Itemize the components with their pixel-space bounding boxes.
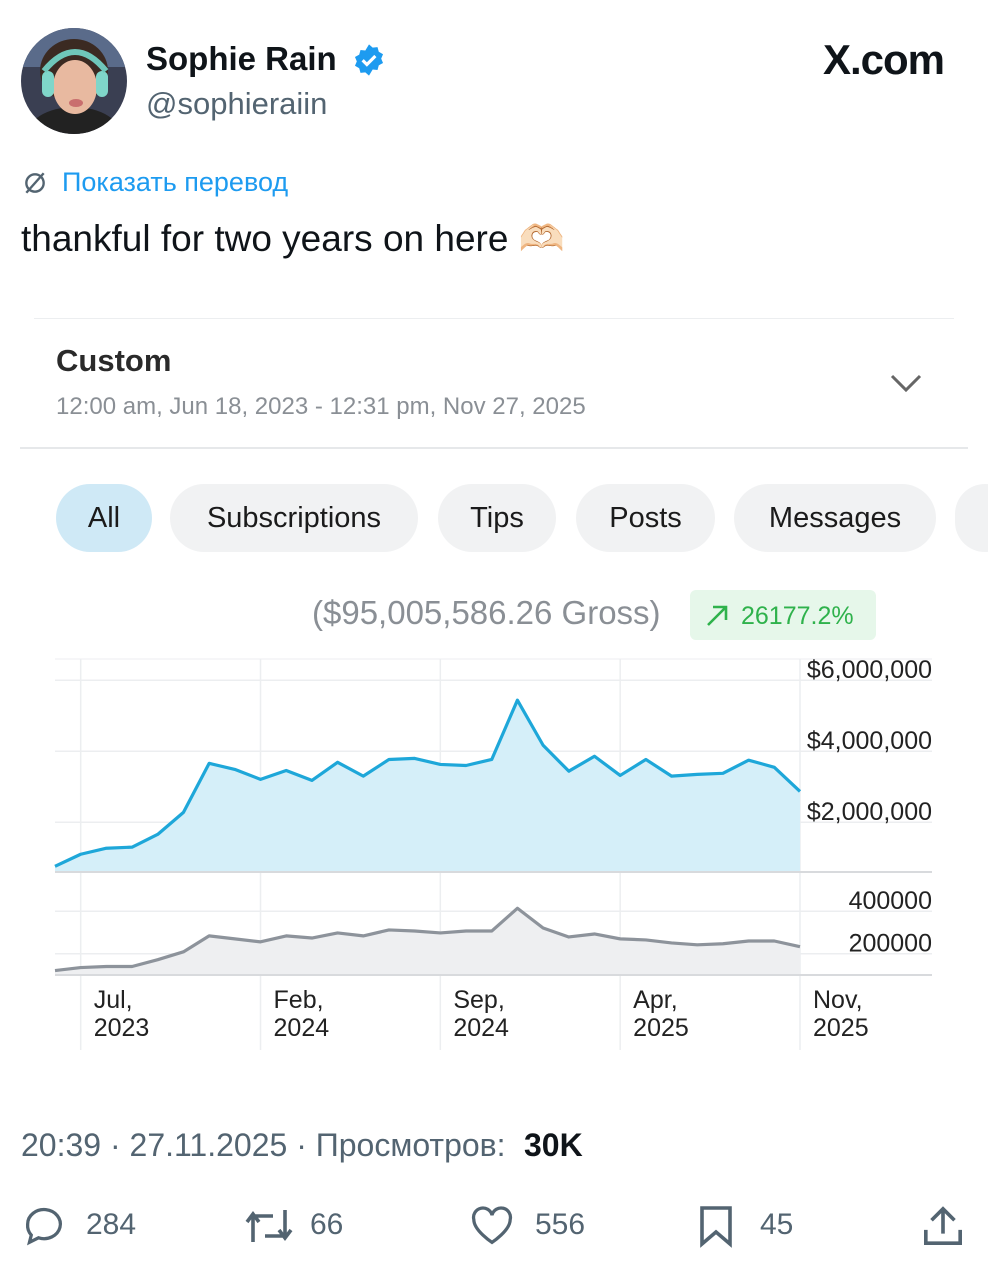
y-tick-label: $4,000,000 <box>807 727 932 755</box>
y-tick-label: 200000 <box>849 929 932 957</box>
translate-link[interactable]: Показать перевод <box>62 167 289 197</box>
translate-icon <box>25 172 45 194</box>
tab-all[interactable]: All <box>56 484 152 552</box>
x-tick-label: Apr, 2025 <box>633 986 689 1042</box>
reply-count: 284 <box>86 1208 137 1241</box>
tweet-text: thankful for two years on here 🫶🏻 <box>21 218 565 259</box>
area-line <box>54 698 802 868</box>
dropdown-chevron[interactable] <box>888 370 924 396</box>
tab-messages[interactable]: Messages <box>734 484 936 552</box>
area-fill <box>55 700 800 872</box>
card-top-border <box>34 318 954 319</box>
x-tick-label: Nov, 2025 <box>813 986 869 1042</box>
y-tick-label: $6,000,000 <box>807 656 932 684</box>
like-count: 556 <box>535 1208 586 1241</box>
change-badge <box>690 590 876 640</box>
share-icon[interactable] <box>922 1204 964 1248</box>
site-logo: X.com <box>822 36 945 83</box>
earnings-chart: $2,000,000 $4,000,000 $6,000,000 200000 4000… <box>54 656 932 1050</box>
date-range: 12:00 am, Jun 18, 2023 - 12:31 pm, Nov 2… <box>56 393 586 420</box>
y-tick-label: $2,000,000 <box>807 798 932 826</box>
author-name[interactable]: Sophie Rain <box>146 40 337 77</box>
bookmark-icon[interactable] <box>698 1204 734 1248</box>
x-tick-label: Feb, 2024 <box>273 986 330 1042</box>
timestamp: 20:39 · 27.11.2025 · Просмотров: <box>21 1127 506 1163</box>
repost-count: 66 <box>310 1208 344 1241</box>
repost-icon[interactable] <box>243 1206 295 1246</box>
bookmark-count: 45 <box>760 1208 794 1241</box>
x-tick-label: Sep, 2024 <box>453 986 509 1042</box>
card-title: Custom <box>56 343 172 378</box>
author-handle[interactable]: @sophieraiin <box>146 86 328 121</box>
y-tick-label: 400000 <box>849 887 932 915</box>
up-arrow <box>707 605 728 626</box>
tab-subscriptions[interactable]: Subscriptions <box>170 484 418 552</box>
tab-posts[interactable]: Posts <box>576 484 715 552</box>
reply-icon[interactable] <box>22 1206 66 1246</box>
x-tick-label: Jul, 2023 <box>93 986 150 1042</box>
like-icon[interactable] <box>470 1206 514 1246</box>
avatar[interactable] <box>20 27 128 135</box>
tab-more[interactable] <box>955 484 988 552</box>
view-count: 30K <box>524 1127 583 1163</box>
change-percent: 26177.2% <box>741 602 854 630</box>
area-fill <box>55 908 800 975</box>
area-line <box>54 906 801 973</box>
tab-tips[interactable]: Tips <box>438 484 556 552</box>
verified-badge <box>354 44 384 76</box>
divider <box>20 447 968 449</box>
gross-total: ($95,005,586.26 Gross) <box>312 594 661 631</box>
